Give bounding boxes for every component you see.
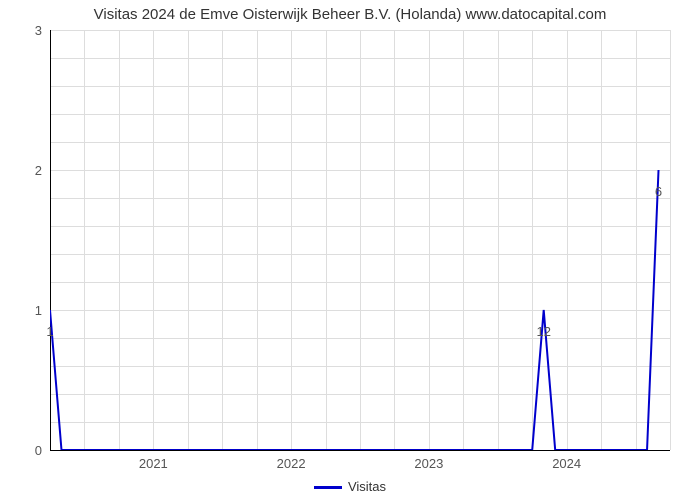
x-tick-label: 2023 — [414, 456, 443, 471]
data-point-label: 12 — [536, 324, 550, 339]
series-line — [50, 30, 670, 450]
data-point-label: 6 — [655, 184, 662, 199]
data-point-label: 1 — [46, 324, 53, 339]
grid-line-vertical — [670, 30, 671, 450]
legend-label: Visitas — [348, 479, 386, 494]
x-tick-label: 2021 — [139, 456, 168, 471]
legend: Visitas — [0, 479, 700, 494]
y-tick-label: 1 — [12, 303, 42, 318]
y-tick-label: 0 — [12, 443, 42, 458]
plot-area: 1126 — [50, 30, 670, 450]
x-tick-label: 2024 — [552, 456, 581, 471]
chart-container: Visitas 2024 de Emve Oisterwijk Beheer B… — [0, 0, 700, 500]
y-tick-label: 3 — [12, 23, 42, 38]
x-tick-label: 2022 — [277, 456, 306, 471]
chart-title: Visitas 2024 de Emve Oisterwijk Beheer B… — [0, 6, 700, 23]
y-tick-label: 2 — [12, 163, 42, 178]
legend-swatch — [314, 486, 342, 489]
x-axis — [50, 450, 670, 451]
